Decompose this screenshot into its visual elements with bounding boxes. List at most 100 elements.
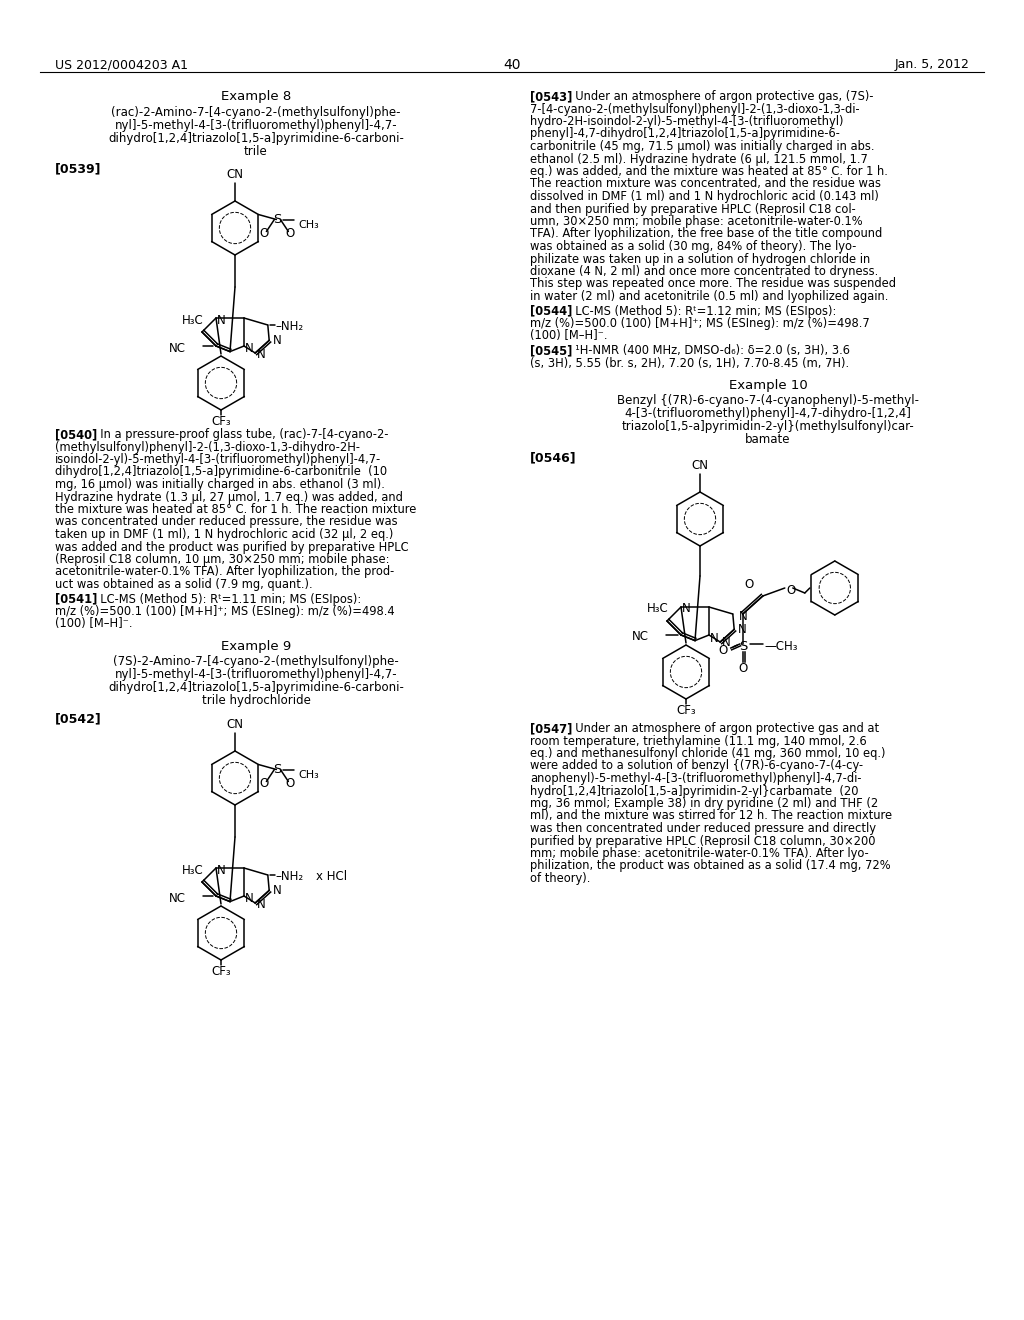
- Text: dioxane (4 N, 2 ml) and once more concentrated to dryness.: dioxane (4 N, 2 ml) and once more concen…: [530, 265, 879, 279]
- Text: (100) [M–H]⁻.: (100) [M–H]⁻.: [530, 330, 607, 342]
- Text: O: O: [738, 661, 748, 675]
- Text: CF₃: CF₃: [676, 704, 696, 717]
- Text: In a pressure-proof glass tube, (rac)-7-[4-cyano-2-: In a pressure-proof glass tube, (rac)-7-…: [93, 428, 388, 441]
- Text: [0544]: [0544]: [530, 305, 572, 318]
- Text: was added and the product was purified by preparative HPLC: was added and the product was purified b…: [55, 540, 409, 553]
- Text: N: N: [245, 892, 254, 906]
- Text: philizate was taken up in a solution of hydrogen chloride in: philizate was taken up in a solution of …: [530, 252, 870, 265]
- Text: Jan. 5, 2012: Jan. 5, 2012: [895, 58, 970, 71]
- Text: trile hydrochloride: trile hydrochloride: [202, 694, 310, 708]
- Text: O: O: [744, 578, 754, 590]
- Text: This step was repeated once more. The residue was suspended: This step was repeated once more. The re…: [530, 277, 896, 290]
- Text: umn, 30×250 mm; mobile phase: acetonitrile-water-0.1%: umn, 30×250 mm; mobile phase: acetonitri…: [530, 215, 862, 228]
- Text: was obtained as a solid (30 mg, 84% of theory). The lyo-: was obtained as a solid (30 mg, 84% of t…: [530, 240, 856, 253]
- Text: mg, 36 mmol; Example 38) in dry pyridine (2 ml) and THF (2: mg, 36 mmol; Example 38) in dry pyridine…: [530, 797, 879, 810]
- Text: N: N: [682, 602, 691, 615]
- Text: US 2012/0004203 A1: US 2012/0004203 A1: [55, 58, 188, 71]
- Text: and then purified by preparative HPLC (Reprosil C18 col-: and then purified by preparative HPLC (R…: [530, 202, 856, 215]
- Text: O: O: [260, 777, 269, 789]
- Text: O: O: [260, 227, 269, 240]
- Text: [0541]: [0541]: [55, 593, 97, 606]
- Text: eq.) and methanesulfonyl chloride (41 mg, 360 mmol, 10 eq.): eq.) and methanesulfonyl chloride (41 mg…: [530, 747, 886, 760]
- Text: (s, 3H), 5.55 (br. s, 2H), 7.20 (s, 1H), 7.70-8.45 (m, 7H).: (s, 3H), 5.55 (br. s, 2H), 7.20 (s, 1H),…: [530, 356, 849, 370]
- Text: Benzyl {(7R)-6-cyano-7-(4-cyanophenyl)-5-methyl-: Benzyl {(7R)-6-cyano-7-(4-cyanophenyl)-5…: [617, 393, 919, 407]
- Text: N: N: [257, 898, 266, 911]
- Text: [0540]: [0540]: [55, 428, 97, 441]
- Text: [0547]: [0547]: [530, 722, 572, 735]
- Text: S: S: [273, 213, 282, 226]
- Text: CF₃: CF₃: [211, 414, 230, 428]
- Text: mm; mobile phase: acetonitrile-water-0.1% TFA). After lyo-: mm; mobile phase: acetonitrile-water-0.1…: [530, 847, 868, 861]
- Text: dissolved in DMF (1 ml) and 1 N hydrochloric acid (0.143 ml): dissolved in DMF (1 ml) and 1 N hydrochl…: [530, 190, 879, 203]
- Text: N: N: [710, 631, 719, 644]
- Text: S: S: [739, 639, 748, 652]
- Text: ¹H-NMR (400 MHz, DMSO-d₆): δ=2.0 (s, 3H), 3.6: ¹H-NMR (400 MHz, DMSO-d₆): δ=2.0 (s, 3H)…: [568, 345, 850, 356]
- Text: N: N: [245, 342, 254, 355]
- Text: The reaction mixture was concentrated, and the residue was: The reaction mixture was concentrated, a…: [530, 177, 881, 190]
- Text: N: N: [722, 636, 731, 649]
- Text: LC-MS (Method 5): Rᵗ=1.11 min; MS (ESIpos):: LC-MS (Method 5): Rᵗ=1.11 min; MS (ESIpo…: [93, 593, 361, 606]
- Text: CN: CN: [226, 168, 244, 181]
- Text: (100) [M–H]⁻.: (100) [M–H]⁻.: [55, 618, 132, 631]
- Text: TFA). After lyophilization, the free base of the title compound: TFA). After lyophilization, the free bas…: [530, 227, 883, 240]
- Text: was concentrated under reduced pressure, the residue was: was concentrated under reduced pressure,…: [55, 516, 397, 528]
- Text: N: N: [257, 347, 266, 360]
- Text: —CH₃: —CH₃: [765, 639, 799, 652]
- Text: was then concentrated under reduced pressure and directly: was then concentrated under reduced pres…: [530, 822, 876, 836]
- Text: hydro-2H-isoindol-2-yl)-5-methyl-4-[3-(trifluoromethyl): hydro-2H-isoindol-2-yl)-5-methyl-4-[3-(t…: [530, 115, 844, 128]
- Text: –NH₂: –NH₂: [275, 321, 304, 334]
- Text: hydro[1,2,4]triazolo[1,5-a]pyrimidin-2-yl}carbamate  (20: hydro[1,2,4]triazolo[1,5-a]pyrimidin-2-y…: [530, 784, 858, 797]
- Text: N: N: [217, 314, 225, 326]
- Text: N: N: [273, 334, 282, 347]
- Text: –NH₂: –NH₂: [275, 870, 304, 883]
- Text: LC-MS (Method 5): Rᵗ=1.12 min; MS (ESIpos):: LC-MS (Method 5): Rᵗ=1.12 min; MS (ESIpo…: [568, 305, 837, 318]
- Text: (rac)-2-Amino-7-[4-cyano-2-(methylsulfonyl)phe-: (rac)-2-Amino-7-[4-cyano-2-(methylsulfon…: [112, 106, 400, 119]
- Text: H₃C: H₃C: [182, 863, 204, 876]
- Text: anophenyl)-5-methyl-4-[3-(trifluoromethyl)phenyl]-4,7-di-: anophenyl)-5-methyl-4-[3-(trifluoromethy…: [530, 772, 861, 785]
- Text: Example 9: Example 9: [221, 640, 291, 653]
- Text: uct was obtained as a solid (7.9 mg, quant.).: uct was obtained as a solid (7.9 mg, qua…: [55, 578, 312, 591]
- Text: [0546]: [0546]: [530, 451, 577, 465]
- Text: eq.) was added, and the mixture was heated at 85° C. for 1 h.: eq.) was added, and the mixture was heat…: [530, 165, 888, 178]
- Text: dihydro[1,2,4]triazolo[1,5-a]pyrimidine-6-carboni-: dihydro[1,2,4]triazolo[1,5-a]pyrimidine-…: [109, 132, 403, 145]
- Text: NC: NC: [169, 342, 186, 355]
- Text: x HCl: x HCl: [315, 870, 347, 883]
- Text: ethanol (2.5 ml). Hydrazine hydrate (6 μl, 121.5 mmol, 1.7: ethanol (2.5 ml). Hydrazine hydrate (6 μ…: [530, 153, 868, 165]
- Text: [0539]: [0539]: [55, 162, 101, 176]
- Text: ml), and the mixture was stirred for 12 h. The reaction mixture: ml), and the mixture was stirred for 12 …: [530, 809, 892, 822]
- Text: NC: NC: [169, 891, 186, 904]
- Text: dihydro[1,2,4]triazolo[1,5-a]pyrimidine-6-carboni-: dihydro[1,2,4]triazolo[1,5-a]pyrimidine-…: [109, 681, 403, 694]
- Text: N: N: [273, 884, 282, 896]
- Text: [0545]: [0545]: [530, 345, 572, 356]
- Text: [0542]: [0542]: [55, 711, 101, 725]
- Text: purified by preparative HPLC (Reprosil C18 column, 30×200: purified by preparative HPLC (Reprosil C…: [530, 834, 876, 847]
- Text: were added to a solution of benzyl {(7R)-6-cyano-7-(4-cy-: were added to a solution of benzyl {(7R)…: [530, 759, 863, 772]
- Text: [0543]: [0543]: [530, 90, 572, 103]
- Text: Under an atmosphere of argon protective gas and at: Under an atmosphere of argon protective …: [568, 722, 880, 735]
- Text: CN: CN: [691, 459, 709, 473]
- Text: philization, the product was obtained as a solid (17.4 mg, 72%: philization, the product was obtained as…: [530, 859, 891, 873]
- Text: dihydro[1,2,4]triazolo[1,5-a]pyrimidine-6-carbonitrile  (10: dihydro[1,2,4]triazolo[1,5-a]pyrimidine-…: [55, 466, 387, 479]
- Text: acetonitrile-water-0.1% TFA). After lyophilization, the prod-: acetonitrile-water-0.1% TFA). After lyop…: [55, 565, 394, 578]
- Text: of theory).: of theory).: [530, 873, 591, 884]
- Text: S: S: [273, 763, 282, 776]
- Text: O: O: [718, 644, 727, 656]
- Text: CN: CN: [226, 718, 244, 731]
- Text: Example 10: Example 10: [729, 379, 807, 392]
- Text: nyl]-5-methyl-4-[3-(trifluoromethyl)phenyl]-4,7-: nyl]-5-methyl-4-[3-(trifluoromethyl)phen…: [115, 668, 397, 681]
- Text: nyl]-5-methyl-4-[3-(trifluoromethyl)phenyl]-4,7-: nyl]-5-methyl-4-[3-(trifluoromethyl)phen…: [115, 119, 397, 132]
- Text: m/z (%)=500.1 (100) [M+H]⁺; MS (ESIneg): m/z (%)=498.4: m/z (%)=500.1 (100) [M+H]⁺; MS (ESIneg):…: [55, 605, 394, 618]
- Text: Hydrazine hydrate (1.3 μl, 27 μmol, 1.7 eq.) was added, and: Hydrazine hydrate (1.3 μl, 27 μmol, 1.7 …: [55, 491, 402, 503]
- Text: carbonitrile (45 mg, 71.5 μmol) was initially charged in abs.: carbonitrile (45 mg, 71.5 μmol) was init…: [530, 140, 874, 153]
- Text: N: N: [217, 863, 225, 876]
- Text: CH₃: CH₃: [298, 219, 319, 230]
- Text: the mixture was heated at 85° C. for 1 h. The reaction mixture: the mixture was heated at 85° C. for 1 h…: [55, 503, 417, 516]
- Text: trile: trile: [244, 145, 268, 158]
- Text: 40: 40: [503, 58, 521, 73]
- Text: (methylsulfonyl)phenyl]-2-(1,3-dioxo-1,3-dihydro-2H-: (methylsulfonyl)phenyl]-2-(1,3-dioxo-1,3…: [55, 441, 360, 454]
- Text: taken up in DMF (1 ml), 1 N hydrochloric acid (32 μl, 2 eq.): taken up in DMF (1 ml), 1 N hydrochloric…: [55, 528, 393, 541]
- Text: N: N: [738, 610, 748, 623]
- Text: m/z (%)=500.0 (100) [M+H]⁺; MS (ESIneg): m/z (%)=498.7: m/z (%)=500.0 (100) [M+H]⁺; MS (ESIneg):…: [530, 317, 869, 330]
- Text: 4-[3-(trifluoromethyl)phenyl]-4,7-dihydro-[1,2,4]: 4-[3-(trifluoromethyl)phenyl]-4,7-dihydr…: [625, 407, 911, 420]
- Text: CF₃: CF₃: [211, 965, 230, 978]
